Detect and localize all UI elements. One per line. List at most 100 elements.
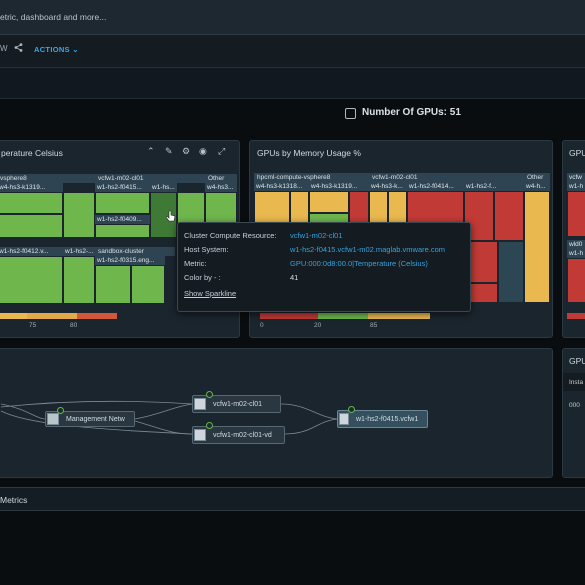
- heatmap-tile[interactable]: [524, 191, 550, 303]
- sub-toolbar: [0, 68, 585, 99]
- tile-label: w1-hs2-f0412.v...: [0, 247, 63, 256]
- tile-label: w4-hs3-k...: [369, 182, 407, 191]
- legend-tick: 0: [260, 322, 264, 329]
- tile-label: w4-hs3...: [205, 183, 237, 192]
- status-check-icon: [348, 406, 355, 413]
- heatmap-tile[interactable]: [567, 258, 585, 303]
- topology-node-network[interactable]: Management Netw: [45, 411, 135, 427]
- node-label: vcfw1-m02-cl01-vd: [213, 432, 272, 439]
- table-header: [563, 373, 585, 391]
- section-title: Metrics: [0, 495, 28, 505]
- view-button[interactable]: W: [0, 44, 8, 53]
- topology-panel: Management Netw vcfw1-m02-cl01 vcfw1-m02…: [0, 348, 553, 478]
- heatmap-tile-selected[interactable]: [150, 192, 177, 238]
- tile-label: w1-hs2-f0415...: [95, 183, 150, 192]
- table-cell: 000: [569, 402, 580, 409]
- tooltip-cluster-link[interactable]: vcfw1-m02-cl01: [290, 231, 343, 240]
- panel-title: GPU: [569, 356, 585, 366]
- cursor-icon: [166, 210, 176, 222]
- host-icon: [339, 413, 349, 425]
- node-label: w1-hs2-f0415.vcfw1: [356, 416, 419, 423]
- tile-label: vcfw: [567, 173, 585, 182]
- legend-red: [260, 313, 318, 319]
- network-icon: [47, 413, 59, 425]
- top-search-bar[interactable]: etric, dashboard and more...: [0, 0, 585, 35]
- tile-label: w1-hs2-f...: [464, 182, 524, 191]
- gpu-count-label: Number Of GPUs: 51: [362, 107, 461, 118]
- legend-tick: 85: [370, 322, 378, 329]
- legend-yellow: [0, 313, 27, 319]
- tile-label: w1-hs2-f0409...: [95, 215, 150, 224]
- group-label: hpcml-compute-vsphere8: [254, 173, 369, 182]
- heatmap-tile[interactable]: [63, 192, 95, 238]
- heatmap-tile[interactable]: [63, 256, 95, 304]
- tile-label: w1-h: [567, 182, 585, 191]
- switch-icon: [194, 429, 206, 441]
- panel-title: GPU: [569, 148, 585, 158]
- show-sparkline-link[interactable]: Show Sparkline: [184, 289, 237, 298]
- panel-title: GPUs by Memory Usage %: [257, 148, 361, 158]
- group-label: Other: [205, 174, 237, 183]
- tooltip-key: Metric:: [184, 259, 207, 268]
- heatmap-tile[interactable]: [95, 224, 150, 238]
- group-label: sandbox-cluster: [95, 247, 175, 256]
- temperature-treemap[interactable]: vsphere8 vcfw1-m02-cl01 Other w4-hs3-k13…: [0, 174, 237, 314]
- legend-red: [567, 313, 585, 319]
- view-icon[interactable]: ◉: [199, 146, 207, 156]
- heatmap-tile[interactable]: [95, 192, 150, 214]
- actions-menu[interactable]: ACTIONS ⌄: [34, 45, 79, 54]
- tooltip-host-link[interactable]: w1-hs2-f0415.vcfw1-m02.maglab.vmware.com: [290, 245, 446, 254]
- metrics-section[interactable]: Metrics: [0, 487, 585, 511]
- heatmap-tile[interactable]: [0, 192, 63, 214]
- status-check-icon: [206, 422, 213, 429]
- group-label: Other: [524, 173, 550, 182]
- heatmap-tile[interactable]: [131, 265, 165, 304]
- tile-label: w1-h: [567, 249, 585, 258]
- group-label: vcfw1-m02-cl01: [95, 174, 205, 183]
- heatmap-tile[interactable]: [498, 241, 524, 303]
- tile-label: w1-hs2-f0414...: [407, 182, 464, 191]
- heatmap-tile[interactable]: [0, 214, 63, 238]
- heatmap-tile[interactable]: [95, 265, 131, 304]
- heatmap-tile[interactable]: [567, 191, 585, 237]
- heatmap-tile[interactable]: [309, 191, 349, 213]
- topology-node-host[interactable]: w1-hs2-f0415.vcfw1: [337, 410, 428, 428]
- share-icon[interactable]: [14, 43, 23, 52]
- heatmap-tile[interactable]: [494, 191, 524, 241]
- heatmap-tooltip: Cluster Compute Resource: vcfw1-m02-cl01…: [177, 222, 471, 312]
- dashboard-toolbar: [0, 35, 585, 68]
- edit-icon[interactable]: ✎: [165, 146, 173, 156]
- column-header: Insta: [569, 379, 584, 386]
- cluster-icon: [194, 398, 206, 410]
- search-input[interactable]: etric, dashboard and more...: [0, 12, 107, 22]
- legend-green: [318, 313, 368, 319]
- node-label: vcfw1-m02-cl01: [213, 401, 263, 408]
- legend-tick: 80: [70, 322, 78, 329]
- tile-label: w1-hs2-...: [63, 247, 95, 256]
- tile-label: w1-hs2-f0315.eng...: [95, 256, 165, 265]
- status-check-icon: [57, 407, 64, 414]
- topology-node-cluster[interactable]: vcfw1-m02-cl01: [192, 395, 281, 413]
- tooltip-key: Color by - :: [184, 273, 221, 282]
- gpu-right-panel: GPU vcfw w1-h wld0 w1-h: [562, 140, 585, 338]
- collapse-icon[interactable]: ⌃: [147, 146, 155, 156]
- heatmap-tile[interactable]: [0, 256, 63, 304]
- tile-label: wld0: [567, 240, 585, 249]
- legend-orange: [27, 313, 77, 319]
- tooltip-key: Host System:: [184, 245, 229, 254]
- settings-icon[interactable]: ⚙: [182, 146, 191, 156]
- tooltip-key: Cluster Compute Resource:: [184, 231, 277, 240]
- temperature-heatmap-panel: perature Celsius ⌃ ✎ ⚙ ◉ ⤢ vsphere8 vcfw…: [0, 140, 240, 338]
- tile-label: w4-hs3-k1318...: [254, 182, 309, 191]
- gpu-icon: [345, 108, 356, 119]
- expand-icon[interactable]: ⤢: [218, 146, 226, 156]
- status-check-icon: [206, 391, 213, 398]
- node-label: Management Netw: [66, 416, 125, 423]
- topology-node-switch[interactable]: vcfw1-m02-cl01-vd: [192, 426, 285, 444]
- tile-label: w4-hs3-k1319...: [309, 182, 369, 191]
- tile-label: w4-h...: [524, 182, 550, 191]
- tooltip-metric-link[interactable]: GPU:000:0d8:00.0|Temperature (Celsius): [290, 259, 428, 268]
- tile-label: w1-hs...: [150, 183, 177, 192]
- group-label: vsphere8: [0, 174, 95, 183]
- group-label: vcfw1-m02-cl01: [369, 173, 524, 182]
